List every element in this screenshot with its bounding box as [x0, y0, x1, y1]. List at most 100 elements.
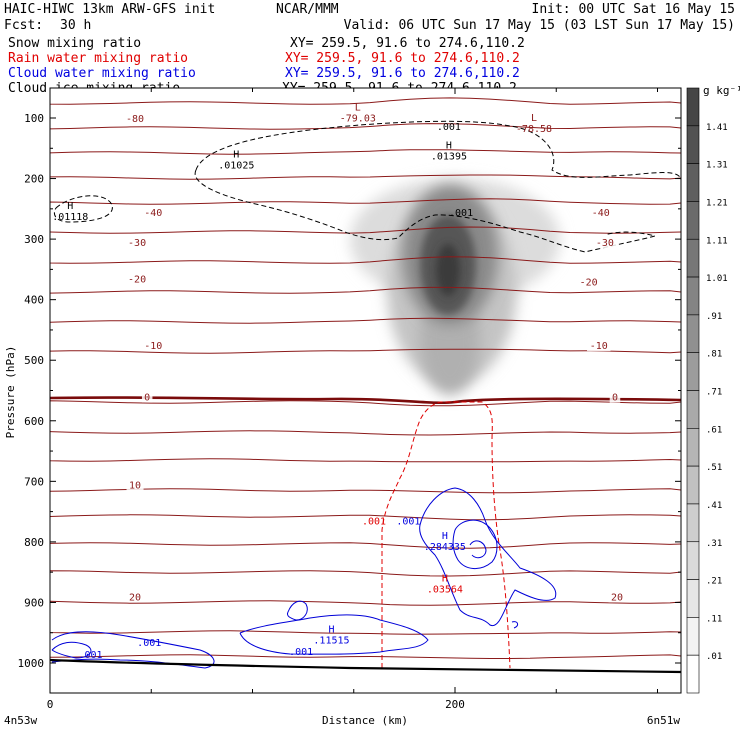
x-tick-label: 0 [47, 698, 54, 711]
corner-label-left: 4n53w [4, 714, 37, 727]
temperature-contour-line [50, 654, 681, 659]
temperature-contour-line [50, 630, 681, 635]
temperature-label-bg [126, 590, 144, 603]
y-tick-label: 300 [24, 233, 44, 246]
temperature-label-bg [593, 236, 617, 249]
temperature-contour-line [50, 286, 681, 294]
temperature-label-bg [125, 272, 149, 285]
extremum-value: -78.58 [516, 124, 552, 135]
contour-value-label: .001 [396, 517, 420, 528]
colorbar-swatch [686, 87, 700, 127]
colorbar-swatch [686, 541, 700, 580]
temperature-label: -20 [128, 274, 146, 285]
temperature-contour-line [50, 149, 681, 155]
temperature-label: 20 [129, 592, 141, 603]
colorbar-swatch [686, 314, 700, 353]
temperature-label-bg [589, 205, 613, 218]
temperature-label: -30 [128, 238, 146, 249]
extremum-value: .03564 [427, 584, 463, 595]
ice-contour-upper [195, 120, 681, 181]
y-tick-label: 900 [24, 596, 44, 609]
extremum-marker: H [442, 573, 448, 584]
temperature-contour-line [50, 97, 681, 105]
y-tick-label: 200 [24, 173, 44, 186]
extremum-marker: L [355, 103, 361, 114]
colorbar-swatch [686, 617, 700, 656]
field-name-snow: Snow mixing ratio [8, 36, 141, 51]
field-name-cloud-water: Cloud water mixing ratio [8, 66, 196, 81]
init-time: Init: 00 UTC Sat 16 May 15 [532, 2, 736, 17]
temperature-contour-line [50, 256, 681, 264]
colorbar-swatch [686, 352, 700, 391]
x-axis-title: Distance (km) [322, 714, 408, 727]
colorbar-level-label: .31 [706, 539, 722, 549]
cloud-water-contours [51, 487, 557, 669]
colorbar-level-label: .81 [706, 350, 722, 360]
contour-value-label: .001 [362, 517, 386, 528]
temperature-contour-line [50, 600, 681, 606]
colorbar-level-label: 1.11 [706, 236, 728, 246]
colorbar: g kg⁻¹ 1.41 1.31 1.21 1.11 1.01 .91 .81 .71 .61.… [686, 84, 740, 694]
ice-contour-lower [194, 169, 657, 253]
forecast-label: Fcst: [4, 18, 43, 33]
colorbar-level-label: .51 [706, 463, 722, 473]
temperature-contour-line [50, 430, 681, 436]
y-tick-label: 800 [24, 536, 44, 549]
freezing-level-contour [50, 396, 681, 405]
temperature-contours [50, 97, 681, 659]
colorbar-level-label: 1.01 [706, 274, 728, 284]
colorbar-level-label: .01 [706, 652, 722, 662]
colorbar-level-label: .71 [706, 388, 722, 398]
extremum-marker: H [446, 140, 452, 151]
extremum-value: .01118 [52, 212, 88, 223]
temperature-contour-line [50, 514, 681, 521]
contour-value-label: .001 [289, 647, 313, 658]
field-xy-snow: XY= 259.5, 91.6 to 274.6,110.2 [290, 36, 525, 51]
temperature-contour-line [50, 458, 681, 463]
colorbar-level-label: .11 [706, 614, 722, 624]
temperature-label: -10 [144, 341, 162, 352]
temperature-label-bg [126, 478, 144, 491]
colorbar-swatch [686, 201, 700, 240]
contour-value-label: .001 [78, 650, 102, 661]
temperature-label: 0 [144, 393, 150, 404]
contour-value-label: .001 [137, 638, 161, 649]
colorbar-swatch [686, 125, 700, 164]
temperature-contour-line [50, 198, 681, 205]
temperature-label-bg [125, 236, 149, 249]
rain-contour [381, 401, 511, 669]
colorbar-level-label: 1.31 [706, 161, 728, 171]
plot-background [50, 88, 681, 693]
contour-value-label: .001 [449, 208, 473, 219]
extremum-marker: L [531, 113, 537, 124]
temperature-label: -80 [126, 114, 144, 125]
ground-surface [50, 658, 681, 674]
extremum-value: .11515 [313, 636, 349, 647]
colorbar-swatch [686, 238, 700, 278]
temperature-label: 10 [129, 480, 141, 491]
temperature-contour-line [50, 570, 681, 577]
temperature-label: -10 [590, 341, 608, 352]
temperature-contour-line [50, 123, 681, 130]
y-tick-label: 700 [24, 475, 44, 488]
y-tick-label: 500 [24, 354, 44, 367]
colorbar-swatch [686, 579, 700, 618]
extremum-marker: H [328, 625, 334, 636]
x-tick-label: 200 [445, 698, 465, 711]
colorbar-swatch [686, 503, 700, 543]
colorbar-unit: g kg⁻¹ [703, 84, 740, 97]
colorbar-swatch [686, 163, 700, 202]
extremum-value: .01395 [431, 151, 467, 162]
y-tick-label: 100 [24, 112, 44, 125]
colorbar-swatch [686, 276, 700, 316]
model-title: HAIC-HIWC 13km ARW-GFS init [4, 2, 215, 17]
colorbar-swatch [686, 428, 700, 467]
temperature-label: -20 [580, 278, 598, 289]
temperature-label: -40 [144, 208, 162, 219]
colorbar-level-label: .21 [706, 577, 722, 587]
colorbar-level-label: 1.41 [706, 123, 728, 133]
temperature-label-bg [123, 112, 147, 124]
temperature-label-bg [576, 275, 601, 288]
temperature-label: 0 [612, 393, 618, 404]
